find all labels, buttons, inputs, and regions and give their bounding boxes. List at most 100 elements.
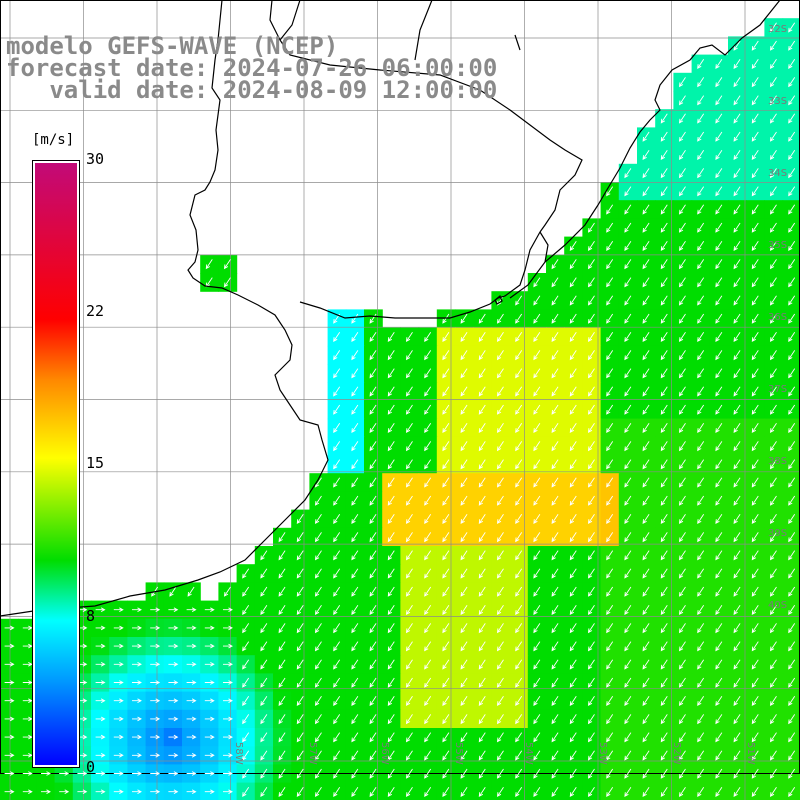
lat-label: 33S — [768, 96, 788, 107]
wind-arrow — [624, 732, 632, 743]
wind-arrow — [551, 786, 559, 798]
wind-arrow — [769, 368, 777, 379]
wind-arrow — [769, 113, 777, 124]
wind-arrow — [769, 277, 777, 288]
wind-arrow — [515, 459, 523, 470]
wind-arrow — [678, 131, 686, 142]
wind-arrow — [606, 568, 614, 579]
wind-arrow — [788, 277, 796, 288]
wind-arrow — [22, 716, 33, 722]
wind-arrow — [4, 680, 15, 685]
wind-arrow — [624, 477, 632, 488]
wind-arrow — [515, 441, 523, 452]
lon-label: 54W — [523, 742, 534, 765]
wind-arrow — [697, 623, 705, 634]
wind-arrow — [751, 58, 759, 70]
wind-arrow — [424, 513, 432, 525]
wind-arrow — [751, 641, 759, 652]
wind-arrow — [278, 568, 286, 579]
wind-arrow — [460, 386, 468, 397]
wind-arrow — [387, 768, 395, 779]
wind-arrow — [369, 586, 377, 597]
wind-arrow — [333, 659, 341, 670]
wind-arrow — [788, 95, 796, 106]
wind-arrow — [660, 259, 668, 270]
wind-arrow — [424, 532, 432, 543]
wind-arrow — [569, 659, 577, 670]
wind-arrow — [697, 368, 705, 379]
wind-arrow — [715, 750, 723, 761]
wind-arrow — [624, 641, 632, 652]
wind-arrow — [314, 714, 322, 725]
wind-arrow — [351, 331, 359, 343]
wind-arrow — [733, 422, 741, 434]
wind-arrow — [624, 204, 632, 215]
wind-arrow — [624, 386, 632, 397]
wind-arrow — [223, 662, 233, 667]
wind-arrow — [769, 604, 777, 616]
wind-arrow — [460, 732, 468, 743]
wind-arrow — [642, 441, 650, 452]
wind-arrow — [569, 368, 577, 379]
wind-arrow — [478, 768, 486, 779]
wind-arrow — [478, 350, 486, 361]
wind-arrow — [788, 441, 796, 452]
wind-arrow — [405, 404, 413, 415]
wind-arrow — [733, 331, 741, 343]
wind-arrow — [660, 586, 668, 597]
wind-arrow — [424, 659, 432, 670]
wind-arrow — [278, 659, 286, 670]
wind-arrow — [769, 422, 777, 434]
wind-arrow — [715, 331, 723, 343]
wind-arrow — [278, 586, 286, 597]
wind-arrow — [751, 495, 759, 506]
wind-arrow — [460, 641, 468, 652]
wind-arrow — [351, 586, 359, 597]
wind-arrow — [260, 623, 268, 634]
wind-arrow — [788, 313, 796, 324]
wind-arrow — [606, 204, 614, 215]
lat-label: 34S — [768, 168, 788, 179]
wind-arrow — [314, 659, 322, 670]
wind-arrow — [351, 568, 359, 579]
wind-arrow — [678, 313, 686, 324]
wind-arrow — [369, 768, 377, 779]
wind-arrow — [660, 604, 668, 616]
wind-arrow — [424, 441, 432, 452]
wind-arrow — [424, 550, 432, 561]
wind-arrow — [624, 186, 632, 197]
wind-arrow — [95, 753, 106, 758]
wind-arrow — [733, 131, 741, 142]
wind-arrow — [642, 277, 650, 288]
wind-arrow — [387, 477, 395, 488]
wind-arrow — [551, 386, 559, 397]
wind-arrow — [606, 732, 614, 743]
wind-arrow — [751, 568, 759, 579]
wind-arrow — [478, 441, 486, 452]
wind-arrow — [733, 168, 741, 179]
wind-arrow — [678, 695, 686, 707]
wind-arrow — [751, 77, 759, 88]
wind-arrow — [387, 386, 395, 397]
wind-arrow — [551, 404, 559, 415]
wind-arrow — [642, 295, 650, 306]
wind-arrow — [751, 204, 759, 215]
wind-arrow — [587, 786, 595, 798]
wind-arrow — [642, 222, 650, 233]
wind-arrow — [515, 350, 523, 361]
wind-arrow — [296, 786, 304, 798]
wind-arrow — [242, 641, 250, 652]
wind-arrow — [351, 677, 359, 688]
wind-arrow — [351, 459, 359, 470]
wind-arrow — [113, 643, 124, 649]
wind-arrow — [715, 623, 723, 634]
wind-arrow — [369, 714, 377, 725]
wind-arrow — [351, 313, 359, 324]
wind-arrow — [515, 513, 523, 525]
wind-arrow — [606, 240, 614, 252]
wind-arrow — [606, 495, 614, 506]
wind-arrow — [678, 641, 686, 652]
wind-arrow — [405, 659, 413, 670]
wind-arrow — [405, 677, 413, 688]
wind-arrow — [387, 459, 395, 470]
